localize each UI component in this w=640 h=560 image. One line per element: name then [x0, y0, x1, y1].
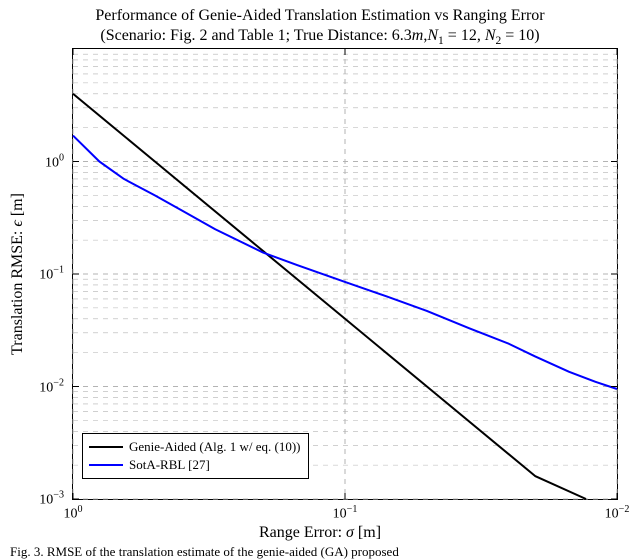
chart-title-line1: Performance of Genie-Aided Translation E…: [0, 6, 640, 26]
chart-title-line2: (Scenario: Fig. 2 and Table 1; True Dist…: [0, 26, 640, 49]
y-tick-label: 100: [4, 152, 64, 171]
figure-caption: Fig. 3. RMSE of the translation estimate…: [10, 544, 399, 560]
figure: Performance of Genie-Aided Translation E…: [0, 0, 640, 557]
legend-item: SotA-RBL [27]: [89, 456, 300, 474]
plot-svg: [73, 49, 617, 499]
y-axis-label: Translation RMSE: ϵ [m]: [9, 193, 27, 355]
x-tick-label: 10−2: [605, 504, 630, 523]
legend-label: Genie-Aided (Alg. 1 w/ eq. (10)): [129, 437, 300, 457]
legend: Genie-Aided (Alg. 1 w/ eq. (10))SotA-RBL…: [82, 433, 309, 479]
y-tick-label: 10−3: [4, 490, 64, 509]
legend-label: SotA-RBL [27]: [129, 455, 210, 475]
x-tick-label: 100: [63, 504, 82, 523]
x-tick-label: 10−1: [333, 504, 358, 523]
legend-swatch: [89, 446, 123, 448]
legend-item: Genie-Aided (Alg. 1 w/ eq. (10)): [89, 438, 300, 456]
x-axis-label: Range Error: σ [m]: [0, 524, 640, 542]
y-tick-label: 10−2: [4, 377, 64, 396]
legend-swatch: [89, 464, 123, 466]
